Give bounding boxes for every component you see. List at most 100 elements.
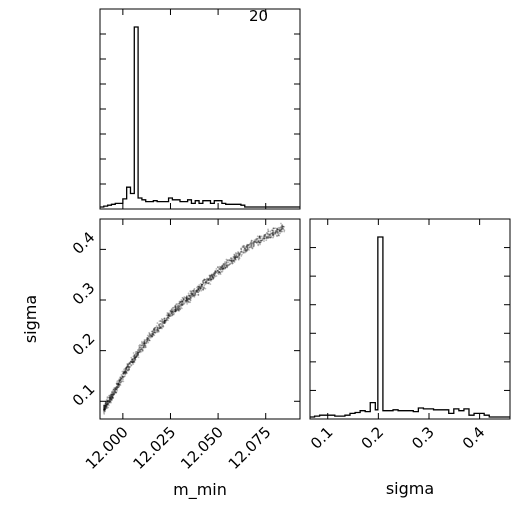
scatter-point <box>254 238 257 241</box>
scatter-point <box>276 232 279 235</box>
scatter-point <box>182 299 185 302</box>
scatter-point <box>213 272 216 274</box>
scatter-point <box>110 398 113 401</box>
scatter-point <box>190 295 193 298</box>
scatter-point <box>103 404 106 407</box>
scatter-point <box>115 391 117 394</box>
scatter-point <box>111 397 114 399</box>
scatter-point <box>185 297 188 300</box>
scatter-point <box>125 371 127 374</box>
scatter-point <box>280 228 283 231</box>
scatter-point <box>251 242 254 245</box>
scatter-point <box>203 279 206 282</box>
scatter-point <box>112 392 115 395</box>
scatter-point <box>167 314 169 317</box>
scatter-point <box>251 247 254 249</box>
scatter-point <box>193 290 196 292</box>
scatter-point <box>119 383 121 386</box>
scatter-point <box>204 281 207 284</box>
scatter-point <box>243 251 245 254</box>
scatter-point <box>197 291 199 294</box>
scatter-point <box>159 326 162 329</box>
scatter-point <box>166 317 169 320</box>
y-axis-label-sigma: sigma <box>21 295 40 343</box>
scatter-point <box>283 229 286 232</box>
scatter-point <box>137 353 139 355</box>
scatter-point <box>192 294 195 297</box>
scatter-point <box>257 240 260 243</box>
scatter-point <box>106 397 109 400</box>
scatter-point <box>207 278 209 281</box>
scatter-point <box>110 395 112 398</box>
scatter-point <box>185 296 188 299</box>
scatter-point <box>136 353 139 356</box>
scatter-point <box>108 395 111 397</box>
scatter-point <box>174 308 177 311</box>
scatter-point <box>274 232 277 234</box>
scatter-point <box>230 261 233 264</box>
scatter-point <box>263 240 265 242</box>
scatter-point <box>281 227 284 229</box>
scatter-point <box>104 404 107 407</box>
sigma-histogram-panel: 0.1 0.2 0.3 0.4 sigma <box>307 218 511 498</box>
scatter-point <box>250 242 253 244</box>
scatter-point <box>264 233 267 236</box>
scatter-point <box>108 401 110 404</box>
scatter-point <box>111 398 113 401</box>
scatter-point <box>250 241 253 243</box>
scatter-point <box>105 402 108 405</box>
scatter-point <box>141 343 144 346</box>
scatter-point <box>176 305 179 308</box>
scatter-point <box>178 305 181 308</box>
scatter-point <box>115 388 117 391</box>
scatter-point <box>163 320 166 322</box>
scatter-point <box>211 275 214 278</box>
scatter-point <box>266 237 269 240</box>
scatter-point <box>218 268 220 270</box>
scatter-point <box>127 365 130 368</box>
scatter-point <box>197 285 200 288</box>
scatter-point <box>150 334 153 337</box>
scatter-point <box>226 265 229 268</box>
scatter-point <box>196 289 199 292</box>
scatter-point <box>119 379 122 381</box>
scatter-point <box>198 285 201 288</box>
scatter-point <box>118 381 121 384</box>
scatter-point <box>200 289 203 292</box>
scatter-point <box>212 277 215 280</box>
scatter-point <box>128 366 130 369</box>
scatter-point <box>133 354 136 357</box>
scatter-point <box>126 368 128 371</box>
scatter-point <box>189 294 192 297</box>
scatter-point <box>198 289 201 292</box>
scatter-point <box>226 266 229 269</box>
scatter-point <box>192 289 195 292</box>
scatter-point <box>174 308 176 311</box>
scatter-point <box>107 402 110 405</box>
scatter-point <box>147 337 150 340</box>
scatter-point <box>252 242 255 245</box>
scatter-point <box>202 280 204 282</box>
scatter-point <box>164 319 167 322</box>
scatter-point <box>188 297 190 300</box>
scatter-point <box>156 328 159 330</box>
scatter-point <box>171 314 174 317</box>
scatter-point <box>103 404 106 407</box>
scatter-point <box>123 368 126 371</box>
scatter-point <box>115 386 118 389</box>
scatter-point <box>114 387 117 390</box>
scatter-point <box>143 341 146 344</box>
scatter-point <box>222 262 225 265</box>
scatter-point <box>158 324 161 327</box>
scatter-point <box>147 338 150 341</box>
scatter-point <box>186 298 189 301</box>
scatter-point <box>115 386 117 389</box>
scatter-point <box>210 273 213 276</box>
scatter-point <box>102 408 105 411</box>
scatter-point <box>107 402 109 405</box>
scatter-point <box>116 383 119 386</box>
scatter-point <box>193 295 196 298</box>
scatter-point <box>250 244 253 247</box>
scatter-point <box>188 294 191 297</box>
